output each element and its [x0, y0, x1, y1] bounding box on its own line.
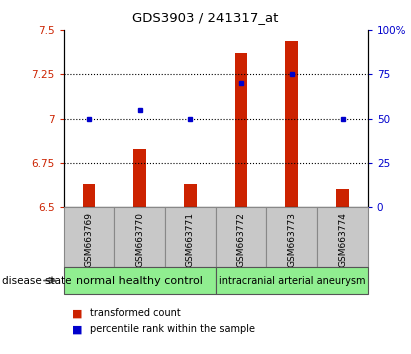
Bar	[184, 184, 197, 207]
Text: percentile rank within the sample: percentile rank within the sample	[90, 324, 255, 334]
Text: ■: ■	[72, 308, 83, 318]
Bar	[114, 207, 165, 267]
Text: GSM663774: GSM663774	[338, 212, 347, 267]
Text: GSM663772: GSM663772	[237, 212, 246, 267]
Bar	[317, 207, 368, 267]
Bar	[286, 41, 298, 207]
Bar	[83, 184, 95, 207]
Text: intracranial arterial aneurysm: intracranial arterial aneurysm	[219, 275, 365, 286]
Bar	[134, 149, 146, 207]
Text: GSM663769: GSM663769	[85, 212, 94, 267]
Text: GSM663773: GSM663773	[287, 212, 296, 267]
Bar	[64, 267, 216, 294]
Bar	[266, 207, 317, 267]
Text: GSM663770: GSM663770	[135, 212, 144, 267]
Bar	[235, 53, 247, 207]
Text: transformed count: transformed count	[90, 308, 181, 318]
Text: disease state: disease state	[2, 275, 72, 286]
Bar	[216, 207, 266, 267]
Text: GSM663771: GSM663771	[186, 212, 195, 267]
Bar	[216, 267, 368, 294]
Bar	[165, 207, 216, 267]
Text: GDS3903 / 241317_at: GDS3903 / 241317_at	[132, 11, 279, 24]
Bar	[64, 207, 114, 267]
Text: ■: ■	[72, 324, 83, 334]
Bar	[336, 189, 349, 207]
Text: normal healthy control: normal healthy control	[76, 275, 203, 286]
